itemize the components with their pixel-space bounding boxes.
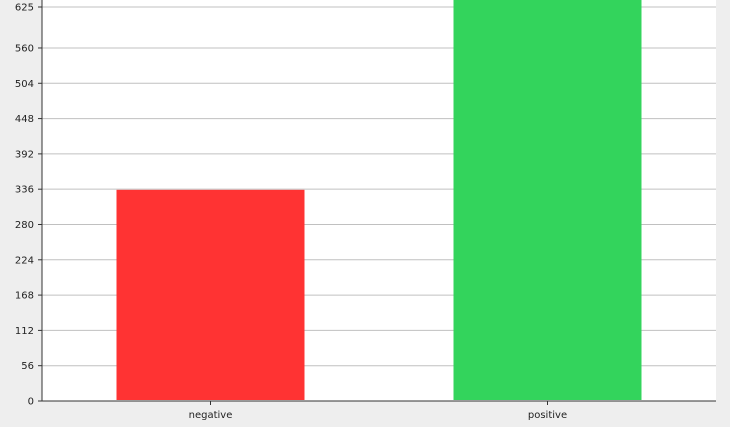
axes bbox=[41, 0, 716, 402]
bar-positive bbox=[453, 0, 642, 400]
x-tick-label-positive: positive bbox=[528, 410, 567, 421]
y-tick-label: 0 bbox=[28, 397, 34, 408]
y-tick-label: 625 bbox=[15, 3, 34, 14]
y-tick-label: 560 bbox=[15, 43, 34, 54]
y-axis-ticks: 0 56 112 168 224 280 336 392 448 504 560 625 bbox=[15, 3, 42, 408]
y-tick-label: 448 bbox=[15, 114, 34, 125]
x-tick-label-negative: negative bbox=[189, 410, 233, 421]
bars bbox=[116, 0, 642, 400]
bar-negative bbox=[116, 189, 305, 400]
y-tick-label: 112 bbox=[15, 326, 34, 337]
y-tick-label: 392 bbox=[15, 149, 34, 160]
x-axis-ticks: negative positive bbox=[189, 401, 567, 421]
y-tick-label: 224 bbox=[15, 255, 34, 266]
y-tick-label: 336 bbox=[15, 185, 34, 196]
y-tick-label: 280 bbox=[15, 220, 34, 231]
y-tick-label: 504 bbox=[15, 79, 34, 90]
y-tick-label: 168 bbox=[15, 291, 34, 302]
y-tick-label: 56 bbox=[21, 361, 34, 372]
